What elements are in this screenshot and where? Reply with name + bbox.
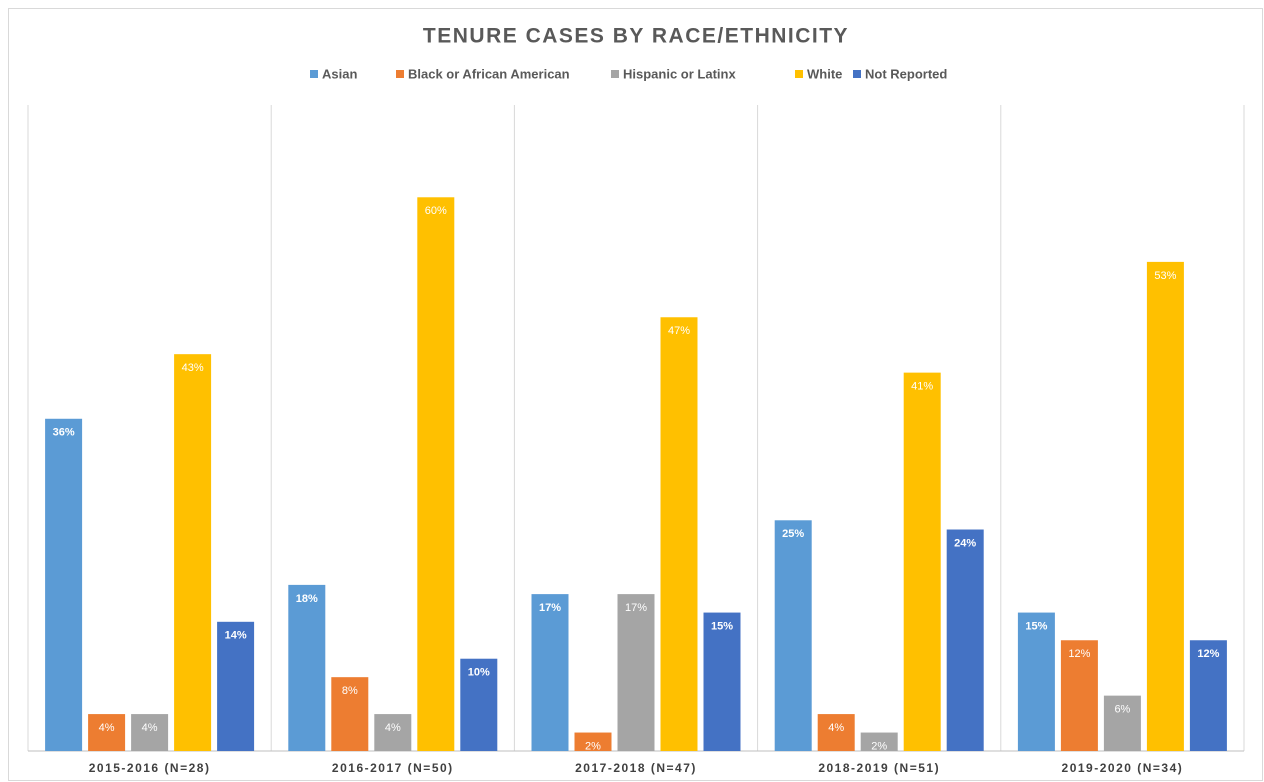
bar <box>531 594 569 751</box>
bar <box>574 732 612 751</box>
legend-swatch <box>310 70 318 78</box>
data-label: 18% <box>296 593 318 605</box>
bar <box>1103 695 1141 751</box>
bar <box>45 418 83 751</box>
data-label: 41% <box>911 381 933 393</box>
bar <box>417 197 455 752</box>
data-label: 36% <box>53 427 75 439</box>
bar <box>131 714 169 751</box>
legend-label: Not Reported <box>865 66 947 81</box>
data-label: 15% <box>1025 620 1047 632</box>
data-label: 12% <box>1068 648 1090 660</box>
data-label: 4% <box>99 722 115 734</box>
data-label: 47% <box>668 325 690 337</box>
data-label: 25% <box>782 528 804 540</box>
bar <box>374 714 412 751</box>
bar <box>617 594 655 751</box>
legend-label: Asian <box>322 66 357 81</box>
bar <box>1017 612 1055 751</box>
bar <box>1146 261 1184 751</box>
data-label: 15% <box>711 620 733 632</box>
data-label: 17% <box>539 602 561 614</box>
bar <box>946 529 984 751</box>
legend-label: Hispanic or Latinx <box>623 66 736 81</box>
bar <box>288 584 326 751</box>
bar <box>660 317 698 751</box>
x-tick-label: 2018-2019 (N=51) <box>818 761 940 775</box>
legend-swatch <box>795 70 803 78</box>
data-label: 2% <box>585 740 601 752</box>
data-label: 6% <box>1114 704 1130 716</box>
bar <box>460 658 498 751</box>
legend-swatch <box>853 70 861 78</box>
x-tick-label: 2015-2016 (N=28) <box>89 761 211 775</box>
data-label: 4% <box>385 722 401 734</box>
data-label: 4% <box>828 722 844 734</box>
data-label: 8% <box>342 685 358 697</box>
bar <box>903 372 941 751</box>
bar <box>217 621 255 751</box>
bar <box>817 714 855 751</box>
data-label: 60% <box>425 205 447 217</box>
data-label: 24% <box>954 537 976 549</box>
bar <box>1189 640 1227 751</box>
data-label: 4% <box>142 722 158 734</box>
data-label: 2% <box>871 740 887 752</box>
data-label: 12% <box>1197 648 1219 660</box>
data-label: 14% <box>225 630 247 642</box>
legend-label: Black or African American <box>408 66 570 81</box>
chart-title: TENURE CASES BY RACE/ETHNICITY <box>423 25 849 48</box>
bar <box>703 612 741 751</box>
data-label: 43% <box>182 362 204 374</box>
x-tick-label: 2016-2017 (N=50) <box>332 761 454 775</box>
legend-label: White <box>807 66 842 81</box>
bar <box>174 354 212 751</box>
bar <box>1060 640 1098 751</box>
data-label: 10% <box>468 667 490 679</box>
bar <box>774 520 812 751</box>
bar <box>331 677 369 751</box>
bar <box>860 732 898 751</box>
data-label: 53% <box>1154 270 1176 282</box>
legend-swatch <box>396 70 404 78</box>
data-label: 17% <box>625 602 647 614</box>
legend-swatch <box>611 70 619 78</box>
x-tick-label: 2017-2018 (N=47) <box>575 761 697 775</box>
x-tick-label: 2019-2020 (N=34) <box>1062 761 1184 775</box>
bar <box>88 714 126 751</box>
